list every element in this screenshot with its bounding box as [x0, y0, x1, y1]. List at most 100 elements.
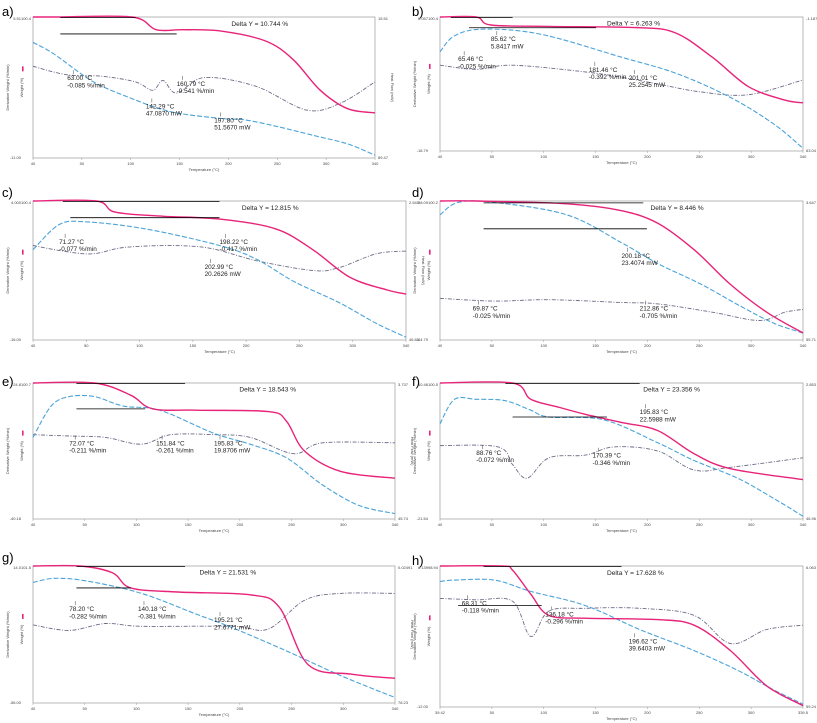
x-tick-label: 150 — [185, 706, 192, 711]
delta-y-label: Delta Y = 18.543 % — [239, 387, 296, 394]
y-axis-label-heatflow: Heat Flow (mW) — [390, 73, 395, 103]
y-axis-label-derivative: Derivative Weight (%/min) — [412, 427, 417, 474]
x-tick-label: 100 — [127, 161, 134, 166]
peak-annotation: 63.00 °C -0.085 %/min — [67, 74, 105, 89]
x-tick-label: 39.42 — [435, 710, 446, 715]
right-top-label: 6.063 — [806, 565, 817, 570]
x-tick-label: 40 — [438, 343, 443, 348]
x-tick-label: 340 — [800, 154, 807, 159]
peak-annotation: 72.07 °C -0.211 %/min — [69, 439, 107, 454]
panel-letter: e) — [2, 374, 14, 389]
chart-panel-3: c) 40 50 100 150 200 250 300 340 Temperature (°C)… — [2, 185, 426, 354]
weight-axis-marker — [22, 430, 24, 436]
x-tick-label: 50 — [84, 343, 89, 348]
right-top-label: 3.647 — [806, 200, 817, 205]
left-inner-top-label: 100.4 — [428, 16, 439, 21]
plot-frame — [32, 16, 376, 159]
x-tick-label: 300 — [748, 154, 755, 159]
delta-y-label: Delta Y = 10.744 % — [231, 21, 288, 28]
y-axis-label-weight: Weight (%) — [19, 77, 24, 97]
x-tick-label: 340 — [372, 161, 379, 166]
y-axis-label-weight: Weight (%) — [19, 260, 24, 280]
left-outer-top-label: 24.8 — [13, 382, 22, 387]
panel-letter: d) — [412, 185, 424, 200]
y-axis-label-derivative: Derivative Weight (%/min) — [412, 60, 417, 107]
peak-annotation: 88.76 °C -0.072 %/min — [476, 449, 514, 464]
panel-letter: f) — [412, 374, 420, 389]
weight-axis-marker — [22, 249, 24, 255]
left-bottom-label: -44.79 — [417, 337, 429, 342]
y-axis-label-derivative: Derivative Weight (%/min) — [5, 611, 10, 658]
left-outer-top-label: 5.51 — [13, 16, 22, 21]
x-tick-label: 200 — [243, 343, 250, 348]
derivative-weight-curve — [439, 64, 804, 96]
peak-annotation: 85.62 °C 5.8417 mW — [491, 35, 525, 50]
x-tick-label: 250 — [288, 706, 295, 711]
right-top-label: 0.02491 — [398, 565, 413, 570]
x-tick-label: 250 — [274, 161, 281, 166]
x-tick-label: 40 — [31, 522, 36, 527]
left-outer-top-label: 38.09 — [418, 200, 429, 205]
derivative-weight-curve — [32, 65, 376, 112]
delta-y-label: Delta Y = 8.446 % — [651, 205, 704, 212]
x-tick-label: 300 — [748, 710, 755, 715]
x-tick-label: 100 — [133, 706, 140, 711]
x-tick-label: 300 — [748, 343, 755, 348]
left-bottom-label: -11.00 — [10, 155, 22, 160]
x-tick-label: 40 — [31, 161, 36, 166]
x-axis-label: Temperature (°C) — [606, 716, 637, 721]
right-bottom-label: 45.74 — [398, 516, 409, 521]
x-tick-label: 200 — [644, 343, 651, 348]
derivative-weight-curve — [32, 245, 407, 272]
left-inner-top-label: 100.5 — [428, 382, 439, 387]
weight-curve — [33, 15, 376, 114]
weight-axis-marker — [429, 63, 431, 69]
derivative-weight-curve — [32, 433, 396, 455]
x-tick-label: 250 — [288, 522, 295, 527]
delta-y-label: Delta Y = 17.628 % — [607, 570, 664, 577]
y-axis-label-heatflow: Heat Flow (mW) — [410, 437, 415, 467]
x-tick-label: 340 — [392, 706, 399, 711]
x-axis-label: Temperature (°C) — [189, 167, 220, 172]
right-bottom-label: 63.04 — [806, 148, 817, 153]
weight-curve — [439, 15, 804, 104]
right-bottom-label: 46.96 — [806, 516, 817, 521]
x-tick-label: 200 — [237, 706, 244, 711]
peak-annotation: 181.46 °C -0.392 %/min — [589, 66, 627, 81]
weight-curve — [439, 200, 804, 334]
x-tick-label: 300 — [323, 161, 330, 166]
plot-frame — [439, 382, 804, 520]
left-bottom-label: -21.54 — [417, 516, 429, 521]
x-tick-label: 250 — [296, 343, 303, 348]
weight-axis-marker — [429, 249, 431, 255]
derivative-weight-curve — [32, 592, 396, 631]
x-tick-label: 150 — [592, 710, 599, 715]
x-tick-label: 250 — [696, 710, 703, 715]
left-inner-top-label: 100.4 — [21, 16, 32, 21]
heat-flow-curve — [439, 578, 804, 705]
x-tick-label: 150 — [592, 522, 599, 527]
y-axis-label-derivative: Derivative Weight (%/min) — [5, 427, 10, 474]
y-axis-label-derivative: Derivative Weight (%/min) — [412, 247, 417, 294]
x-tick-label: 150 — [592, 154, 599, 159]
x-axis-label: Temperature (°C) — [606, 349, 637, 354]
derivative-weight-curve — [439, 597, 804, 645]
heat-flow-curve — [32, 41, 376, 156]
plot-frame — [32, 382, 396, 520]
x-tick-label: 50 — [80, 161, 85, 166]
weight-curve — [439, 564, 804, 707]
x-tick-label: 50 — [490, 710, 495, 715]
y-axis-label-derivative: Derivative Weight (%/min) — [5, 64, 10, 111]
weight-curve — [32, 199, 407, 295]
weight-axis-marker — [429, 615, 431, 621]
x-tick-label: 50 — [490, 522, 495, 527]
x-tick-label: 50 — [82, 522, 87, 527]
x-tick-label: 40 — [438, 522, 443, 527]
peak-annotation: 69.87 °C -0.025 %/min — [473, 305, 511, 320]
derivative-weight-curve — [439, 444, 804, 479]
peak-annotation: 160.79 °C -0.541 %/min — [177, 80, 215, 95]
y-axis-label-derivative: Derivative Weight (%/min) — [5, 247, 10, 294]
weight-curve — [439, 381, 804, 481]
x-tick-label: 200 — [237, 522, 244, 527]
